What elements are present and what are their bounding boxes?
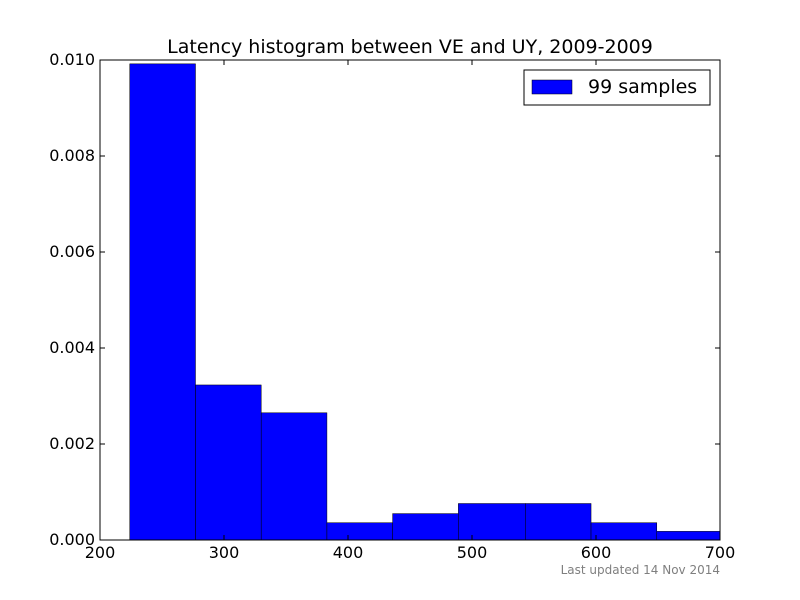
y-tick-label-1: 0.002 xyxy=(49,434,95,453)
x-tick-label-400: 400 xyxy=(333,543,364,562)
bars-group xyxy=(129,63,721,541)
y-tick-label-3: 0.006 xyxy=(49,242,95,261)
y-tick-label-5: 0.010 xyxy=(49,50,95,69)
y-tick-label-0: 0.000 xyxy=(49,530,95,549)
x-tick-label-200: 200 xyxy=(85,543,116,562)
histogram-bar-5 xyxy=(392,513,459,541)
histogram-bar-8 xyxy=(590,522,658,541)
y-tick-label-4: 0.008 xyxy=(49,146,95,165)
x-tick-label-500: 500 xyxy=(457,543,488,562)
chart-title: Latency histogram between VE and UY, 200… xyxy=(167,36,653,58)
x-tick-label-600: 600 xyxy=(581,543,612,562)
last-updated-note: Last updated 14 Nov 2014 xyxy=(561,563,720,577)
histogram-bar-4 xyxy=(326,522,393,541)
y-tick-label-2: 0.004 xyxy=(49,338,95,357)
x-tick-label-300: 300 xyxy=(209,543,240,562)
histogram-bar-1 xyxy=(129,63,196,541)
histogram-bar-6 xyxy=(458,503,526,541)
histogram-bar-2 xyxy=(195,384,262,541)
legend-swatch xyxy=(531,79,573,95)
histogram-bar-9 xyxy=(656,531,721,541)
histogram-bar-3 xyxy=(260,412,328,541)
legend: 99 samples xyxy=(523,69,711,106)
legend-label: 99 samples xyxy=(588,76,697,98)
plot-frame xyxy=(99,59,721,541)
histogram-bar-7 xyxy=(525,503,592,541)
x-tick-label-700: 700 xyxy=(705,543,736,562)
tick-labels-group: 200 300 400 500 600 700 0.000 0.002 0.004 0.006 0.… xyxy=(49,50,735,562)
